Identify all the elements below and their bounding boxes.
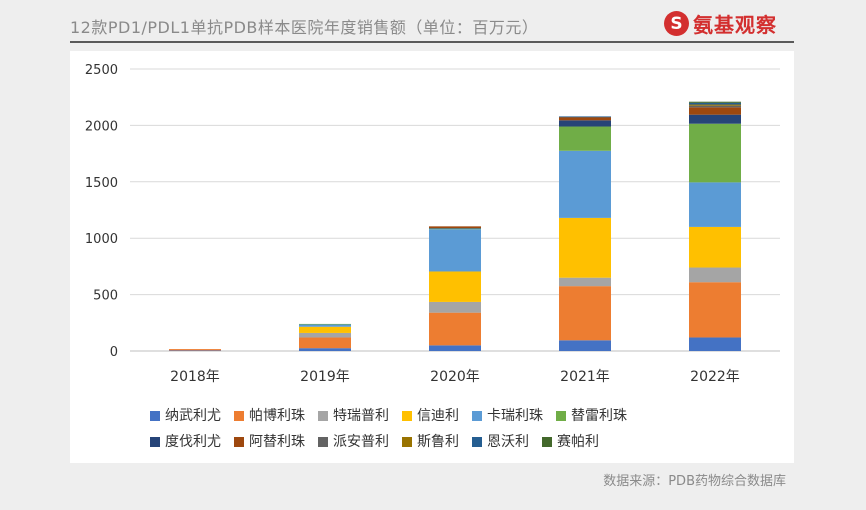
bar-segment: [299, 332, 351, 338]
legend-item: 度伐利尤: [150, 429, 221, 455]
legend-label: 度伐利尤: [165, 434, 221, 450]
legend-item: 替雷利珠: [556, 403, 627, 429]
logo-icon: S: [664, 11, 689, 36]
legend-swatch: [556, 411, 566, 421]
bar-segment: [429, 312, 481, 346]
y-tick-label: 2500: [85, 63, 118, 78]
bar-segment: [559, 116, 611, 117]
legend-item: 恩沃利: [472, 429, 529, 455]
bar-segment: [689, 226, 741, 268]
bar-segment: [429, 226, 481, 229]
legend-swatch: [150, 437, 160, 447]
legend-item: 信迪利: [402, 403, 459, 429]
header-divider: [70, 41, 794, 43]
legend-label: 卡瑞利珠: [487, 408, 543, 424]
stacked-bar-chart: 0 500 1000 1500 2000 2500 2018年 2019年 2020年 2021年…: [85, 63, 780, 385]
legend-item: 卡瑞利珠: [472, 403, 543, 429]
data-source-note: 数据来源：PDB药物综合数据库: [603, 474, 786, 489]
bar-segment: [429, 271, 481, 302]
bar-segment: [689, 105, 741, 108]
legend-item: 赛帕利: [542, 429, 599, 455]
legend-label: 帕博利珠: [249, 408, 305, 424]
bar-segment: [689, 104, 741, 106]
bar-segment: [169, 349, 221, 351]
bar-segment: [429, 229, 481, 272]
y-tick-label: 1000: [85, 232, 118, 247]
legend-item: 阿替利珠: [234, 429, 305, 455]
legend-label: 替雷利珠: [571, 408, 627, 424]
y-tick-label: 2000: [85, 119, 118, 134]
bar-segment: [429, 228, 481, 230]
bar-segment: [559, 116, 611, 118]
legend-label: 特瑞普利: [333, 408, 389, 424]
legend-label: 恩沃利: [487, 434, 529, 450]
legend-row: 度伐利尤 阿替利珠 派安普利 斯鲁利 恩沃利 赛帕利: [150, 429, 770, 455]
legend-swatch: [318, 437, 328, 447]
bar-segment: [559, 340, 611, 351]
bar-segment: [689, 282, 741, 338]
logo-text: 氨基观察: [693, 13, 777, 37]
chart-panel: 0 500 1000 1500 2000 2500 2018年 2019年 2020年 2021年…: [70, 51, 794, 463]
bar-segment: [559, 126, 611, 151]
bar-segment: [689, 267, 741, 283]
x-tick-label: 2020年: [430, 369, 480, 385]
bar-segment: [299, 326, 351, 333]
bar-segment: [689, 182, 741, 227]
bar-segment: [689, 107, 741, 115]
x-tick-label: 2019年: [300, 369, 350, 385]
bar-segment: [559, 217, 611, 278]
bar-segment: [559, 120, 611, 127]
x-tick-label: 2021年: [560, 369, 610, 385]
legend-row: 纳武利尤 帕博利珠 特瑞普利 信迪利 卡瑞利珠 替雷利珠: [150, 403, 770, 429]
bar-segment: [559, 150, 611, 218]
legend-swatch: [234, 437, 244, 447]
bar-segment: [559, 286, 611, 341]
bar-segment: [299, 323, 351, 325]
legend-swatch: [542, 437, 552, 447]
bar-segment: [689, 123, 741, 183]
legend-item: 派安普利: [318, 429, 389, 455]
legend-label: 信迪利: [417, 408, 459, 424]
legend-item: 帕博利珠: [234, 403, 305, 429]
x-tick-label: 2022年: [690, 369, 740, 385]
y-tick-label: 0: [110, 345, 118, 360]
legend-label: 纳武利尤: [165, 408, 221, 424]
bar-segment: [689, 114, 741, 124]
bar-segment: [689, 102, 741, 105]
legend-label: 赛帕利: [557, 434, 599, 450]
bar-segment: [299, 348, 351, 351]
legend-swatch: [472, 411, 482, 421]
legend-label: 斯鲁利: [417, 434, 459, 450]
brand-logo: S 氨基观察: [664, 9, 777, 38]
legend-label: 派安普利: [333, 434, 389, 450]
bar-segment: [689, 337, 741, 351]
legend-swatch: [318, 411, 328, 421]
bar-segment: [689, 101, 741, 103]
bar-segment: [429, 228, 481, 229]
chart-legend: 纳武利尤 帕博利珠 特瑞普利 信迪利 卡瑞利珠 替雷利珠度伐利尤 阿替利珠 派安普利 斯鲁利 恩沃…: [150, 403, 770, 455]
legend-item: 特瑞普利: [318, 403, 389, 429]
bar-segment: [299, 337, 351, 349]
x-tick-label: 2018年: [170, 369, 220, 385]
page-title: 12款PD1/PDL1单抗PDB样本医院年度销售额（单位：百万元）: [70, 18, 539, 37]
legend-swatch: [402, 437, 412, 447]
legend-swatch: [150, 411, 160, 421]
bar-segment: [429, 301, 481, 313]
bar-segment: [169, 350, 221, 351]
bar-segment: [299, 324, 351, 327]
legend-item: 斯鲁利: [402, 429, 459, 455]
legend-label: 阿替利珠: [249, 434, 305, 450]
bar-segment: [429, 345, 481, 351]
y-tick-label: 1500: [85, 176, 118, 191]
legend-item: 纳武利尤: [150, 403, 221, 429]
bar-segment: [559, 117, 611, 121]
y-tick-label: 500: [93, 289, 118, 304]
legend-swatch: [234, 411, 244, 421]
bar-segment: [559, 277, 611, 287]
legend-swatch: [402, 411, 412, 421]
legend-swatch: [472, 437, 482, 447]
